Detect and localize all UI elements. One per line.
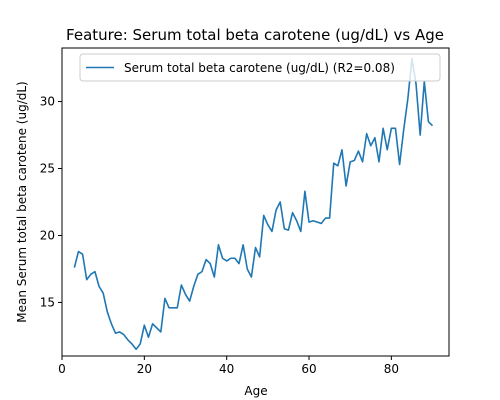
- x-tick-label: 80: [384, 362, 399, 376]
- y-axis-label: Mean Serum total beta carotene (ug/dL): [15, 81, 29, 322]
- x-tick-label: 60: [301, 362, 316, 376]
- y-tick-label: 30: [40, 95, 55, 109]
- x-axis-label: Age: [244, 384, 267, 398]
- x-tick-label: 20: [137, 362, 152, 376]
- y-tick-label: 20: [40, 228, 55, 242]
- series-layer: [73, 57, 434, 351]
- legend: Serum total beta carotene (ug/dL) (R2=0.…: [79, 53, 441, 82]
- legend-box: [79, 53, 441, 82]
- legend-label: Serum total beta carotene (ug/dL) (R2=0.…: [124, 61, 395, 75]
- x-axis-ticks: 0 20 40 60 80: [58, 356, 399, 376]
- x-tick-label: 0: [58, 362, 66, 376]
- x-tick-label: 40: [219, 362, 234, 376]
- plot-frame: [61, 47, 450, 357]
- y-tick-label: 15: [40, 295, 55, 309]
- y-axis-ticks: 15 20 25 30: [40, 95, 62, 309]
- series-line-0: [73, 57, 434, 351]
- y-tick-label: 25: [40, 162, 55, 176]
- chart-title: Feature: Serum total beta carotene (ug/d…: [66, 26, 444, 44]
